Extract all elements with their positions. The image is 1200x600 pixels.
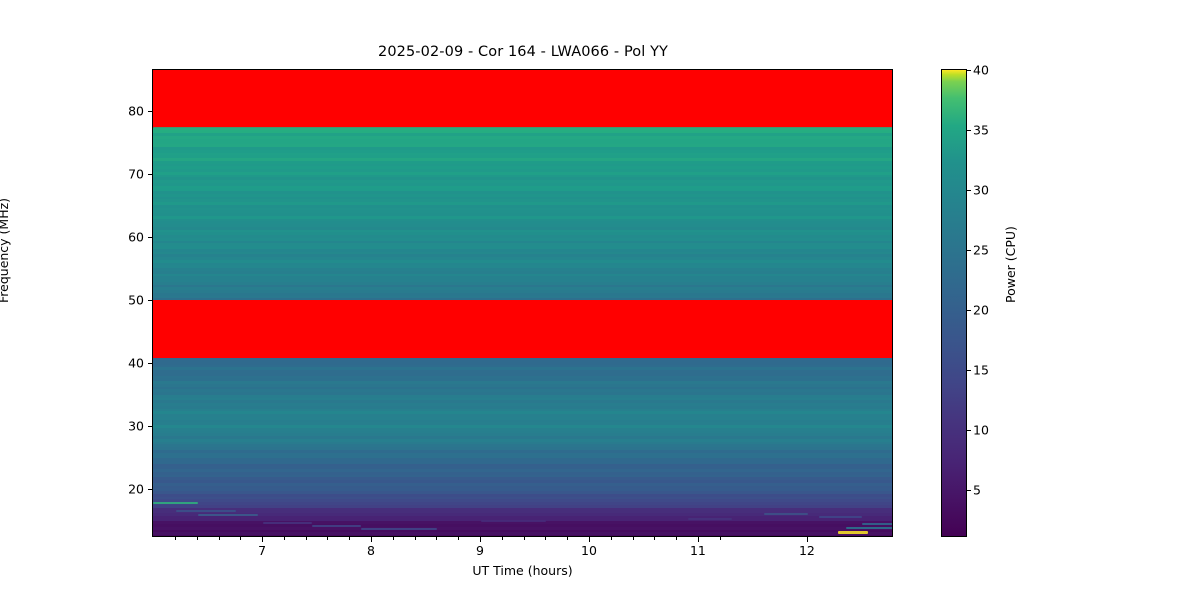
x-minor-tick-mark <box>305 537 307 540</box>
heatmap-image <box>153 70 892 536</box>
narrow-streak-feature <box>175 510 236 512</box>
colorbar-tick-mark <box>966 430 971 432</box>
y-tick-label: 50 <box>128 292 144 308</box>
colorbar-label: Power (CPU) <box>1003 226 1018 303</box>
y-tick-mark <box>147 488 152 490</box>
y-tick-mark <box>147 237 152 239</box>
y-axis-label: Frequency (MHz) <box>0 197 11 303</box>
x-tick-mark <box>589 537 591 542</box>
x-minor-tick-mark <box>458 537 460 540</box>
x-minor-tick-mark <box>196 537 198 540</box>
y-tick-mark <box>147 111 152 113</box>
colorbar-tick-mark <box>966 370 971 372</box>
narrow-streak-feature <box>764 513 808 516</box>
x-minor-tick-mark <box>283 537 285 540</box>
x-tick-label: 11 <box>689 543 706 558</box>
x-tick-label: 12 <box>798 543 815 558</box>
x-tick-mark <box>480 537 482 542</box>
y-tick-label: 30 <box>128 418 144 434</box>
y-tick-label: 80 <box>128 103 144 119</box>
bright-streak-feature <box>838 530 868 534</box>
x-minor-tick-mark <box>501 537 503 540</box>
masked-band <box>153 70 892 129</box>
x-minor-tick-mark <box>654 537 656 540</box>
x-tick-label: 9 <box>476 543 484 558</box>
narrow-streak-feature <box>361 527 438 530</box>
narrow-streak-feature <box>197 514 258 517</box>
x-tick-mark <box>371 537 373 542</box>
x-minor-tick-mark <box>610 537 612 540</box>
masked-band <box>153 300 892 358</box>
narrow-streak-feature <box>818 515 863 518</box>
x-tick-mark <box>697 537 700 542</box>
colorbar-tick-label: 35 <box>973 122 989 138</box>
narrow-streak-feature <box>688 518 732 521</box>
x-minor-tick-mark <box>632 537 634 540</box>
colorbar-tick-label: 30 <box>973 182 989 198</box>
colorbar-tick-label: 10 <box>973 422 989 438</box>
colorbar-tick-mark <box>966 130 971 132</box>
colorbar-tick-mark <box>966 250 971 252</box>
x-minor-tick-mark <box>218 537 220 540</box>
x-minor-tick-mark <box>392 537 394 540</box>
x-tick-mark <box>262 537 264 542</box>
x-tick-label: 10 <box>581 543 597 558</box>
spectrogram-axes <box>152 69 893 537</box>
y-tick-label: 60 <box>128 229 144 245</box>
colorbar-tick-label: 15 <box>973 362 989 378</box>
x-minor-tick-mark <box>567 537 569 540</box>
colorbar-tick-mark <box>966 70 971 72</box>
colorbar-tick-mark <box>966 310 971 312</box>
x-tick-label: 7 <box>258 543 267 558</box>
x-minor-tick-mark <box>676 537 678 540</box>
x-axis-label: UT Time (hours) <box>472 563 573 578</box>
x-minor-tick-mark <box>414 537 416 540</box>
y-tick-mark <box>147 425 152 427</box>
x-minor-tick-mark <box>349 537 351 540</box>
bright-band-feature <box>153 127 892 134</box>
y-tick-label: 20 <box>128 481 144 497</box>
x-minor-tick-mark <box>327 537 329 540</box>
colorbar-tick-label: 20 <box>973 302 989 318</box>
x-minor-tick-mark <box>719 537 721 540</box>
page-title: 2025-02-09 - Cor 164 - LWA066 - Pol YY <box>378 44 668 60</box>
x-minor-tick-mark <box>523 537 525 540</box>
x-tick-mark <box>806 537 809 542</box>
y-tick-mark <box>147 362 152 364</box>
narrow-streak-feature <box>862 522 892 525</box>
narrow-streak-feature <box>153 502 198 505</box>
x-minor-tick-mark <box>545 537 547 540</box>
narrow-streak-feature <box>263 521 313 524</box>
x-minor-tick-mark <box>174 537 176 540</box>
colorbar: 5 10 15 20 25 30 35 40 <box>941 63 989 537</box>
colorbar-tick-mark <box>966 190 971 192</box>
x-tick-label: 8 <box>367 543 375 558</box>
narrow-streak-feature <box>481 520 547 522</box>
colorbar-tick-label: 25 <box>973 242 989 258</box>
y-tick-label: 40 <box>128 355 144 371</box>
y-tick-label: 70 <box>128 166 144 182</box>
colorbar-tick-label: 40 <box>973 62 989 78</box>
colorbar-tick-label: 5 <box>973 482 981 498</box>
x-minor-tick-mark <box>240 537 242 540</box>
y-tick-mark <box>147 174 152 176</box>
x-minor-tick-mark <box>436 537 438 540</box>
colorbar-tick-mark <box>966 490 971 492</box>
narrow-streak-feature <box>312 525 362 527</box>
y-tick-mark <box>147 299 152 302</box>
narrow-streak-feature <box>846 526 892 529</box>
